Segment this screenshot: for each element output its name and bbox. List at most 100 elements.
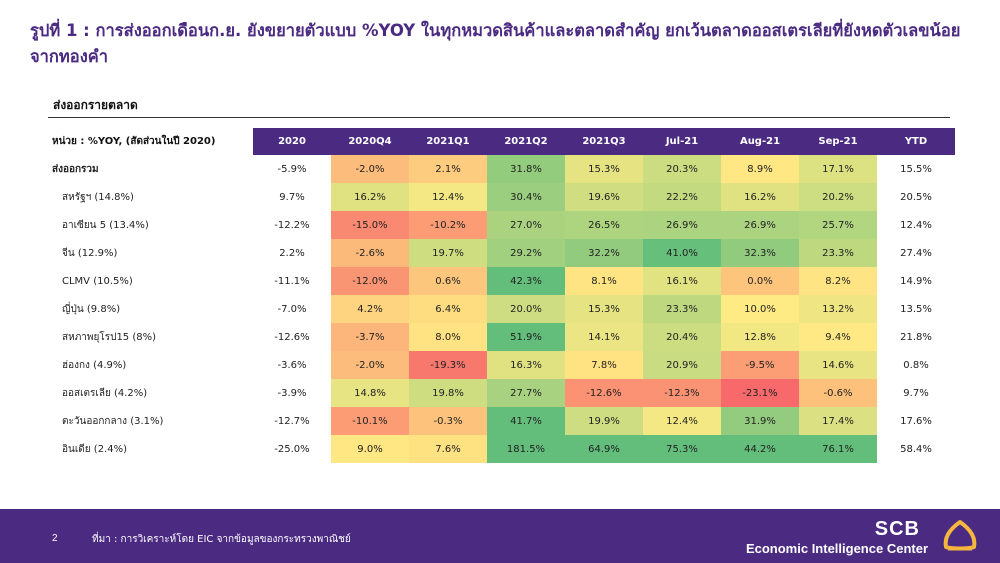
table-cell: -10.2% xyxy=(409,211,487,239)
table-row: อินเดีย (2.4%) -25.0% 9.0% 7.6% 181.5% 64.9% 7… xyxy=(48,435,955,463)
table-cell: 0.0% xyxy=(721,267,799,295)
row-label: CLMV (10.5%) xyxy=(62,275,133,287)
table-row: CLMV (10.5%) -11.1% -12.0% 0.6% 42.3% 8.1% 16.… xyxy=(48,267,955,295)
table-cell: 20.0% xyxy=(487,295,565,323)
table-cell: 27.7% xyxy=(487,379,565,407)
table-row: ญี่ปุ่น (9.8%) -7.0% 4.2% 6.4% 20.0% 15.3% 23.… xyxy=(48,295,955,323)
table-cell: -0.3% xyxy=(409,407,487,435)
table-cell: 19.9% xyxy=(565,407,643,435)
table-cell: 19.7% xyxy=(409,239,487,267)
table-cell: 25.7% xyxy=(799,211,877,239)
table-cell: 12.4% xyxy=(409,183,487,211)
table-cell: 42.3% xyxy=(487,267,565,295)
column-header: Jul-21 xyxy=(643,128,721,155)
table-cell: 12.4% xyxy=(643,407,721,435)
table-cell: 26.9% xyxy=(643,211,721,239)
table-cell: 7.8% xyxy=(565,351,643,379)
column-header: 2021Q2 xyxy=(487,128,565,155)
unit-label: หน่วย : %YOY, (สัดส่วนในปี 2020) xyxy=(48,128,253,155)
table-cell: 22.2% xyxy=(643,183,721,211)
section-title: ส่งออกรายตลาด xyxy=(53,98,138,112)
table-cell: 15.3% xyxy=(565,155,643,183)
row-label: สหรัฐฯ (14.8%) xyxy=(62,191,134,203)
table-cell: 44.2% xyxy=(721,435,799,463)
table-cell: 32.3% xyxy=(721,239,799,267)
table-cell: -0.6% xyxy=(799,379,877,407)
row-label: ตะวันออกกลาง (3.1%) xyxy=(62,415,164,427)
row-label: ส่งออกรวม xyxy=(52,163,99,175)
row-label: สหภาพยุโรป15 (8%) xyxy=(62,331,157,343)
table-row: ออสเตรเลีย (4.2%) -3.9% 14.8% 19.8% 27.7% -12… xyxy=(48,379,955,407)
row-label: อาเซียน 5 (13.4%) xyxy=(62,219,149,231)
table-cell: 15.5% xyxy=(877,155,955,183)
table-cell: 12.8% xyxy=(721,323,799,351)
table-cell: -12.7% xyxy=(253,407,331,435)
table-cell: 14.8% xyxy=(331,379,409,407)
table-cell: -2.0% xyxy=(331,351,409,379)
scb-lotus-logo-icon xyxy=(943,520,977,551)
table-cell: 58.4% xyxy=(877,435,955,463)
slide-title: รูปที่ 1 : การส่งออกเดือนก.ย. ยังขยายตัว… xyxy=(30,21,961,66)
table-cell: 17.6% xyxy=(877,407,955,435)
column-header: YTD xyxy=(877,128,955,155)
table-cell: 26.9% xyxy=(721,211,799,239)
column-header: 2020Q4 xyxy=(331,128,409,155)
table-row: จีน (12.9%) 2.2% -2.6% 19.7% 29.2% 32.2% 41.0%… xyxy=(48,239,955,267)
table-header-row: หน่วย : %YOY, (สัดส่วนในปี 2020) 2020 20… xyxy=(48,128,955,155)
table-cell: 17.4% xyxy=(799,407,877,435)
row-label: ญี่ปุ่น (9.8%) xyxy=(62,303,121,315)
table-cell: 9.7% xyxy=(253,183,331,211)
table-cell: 23.3% xyxy=(799,239,877,267)
table-cell: -5.9% xyxy=(253,155,331,183)
table-cell: -3.9% xyxy=(253,379,331,407)
table-cell: 8.1% xyxy=(565,267,643,295)
table-cell: -2.6% xyxy=(331,239,409,267)
table-cell: 31.8% xyxy=(487,155,565,183)
table-cell: 15.3% xyxy=(565,295,643,323)
table-row: ฮ่องกง (4.9%) -3.6% -2.0% -19.3% 16.3% 7.8% 20… xyxy=(48,351,955,379)
table-cell: 12.4% xyxy=(877,211,955,239)
table-cell: 181.5% xyxy=(487,435,565,463)
column-header: Aug-21 xyxy=(721,128,799,155)
table-cell: 20.3% xyxy=(643,155,721,183)
table-cell: -12.6% xyxy=(565,379,643,407)
table-row: สหรัฐฯ (14.8%) 9.7% 16.2% 12.4% 30.4% 19.6% 22… xyxy=(48,183,955,211)
table-row: สหภาพยุโรป15 (8%) -12.6% -3.7% 8.0% 51.9% 14.… xyxy=(48,323,955,351)
row-label: ออสเตรเลีย (4.2%) xyxy=(62,387,148,399)
table-cell: -19.3% xyxy=(409,351,487,379)
table-cell: 26.5% xyxy=(565,211,643,239)
table-cell: 14.1% xyxy=(565,323,643,351)
table-cell: 20.9% xyxy=(643,351,721,379)
table-cell: 30.4% xyxy=(487,183,565,211)
table-cell: 2.2% xyxy=(253,239,331,267)
table-cell: 13.2% xyxy=(799,295,877,323)
table-cell: 9.4% xyxy=(799,323,877,351)
table-cell: 16.2% xyxy=(331,183,409,211)
table-cell: 14.9% xyxy=(877,267,955,295)
table-cell: 20.4% xyxy=(643,323,721,351)
row-label: ฮ่องกง (4.9%) xyxy=(62,359,127,371)
column-header: 2021Q3 xyxy=(565,128,643,155)
table-cell: 14.6% xyxy=(799,351,877,379)
table-cell: 10.0% xyxy=(721,295,799,323)
table-cell: 51.9% xyxy=(487,323,565,351)
table-cell: 6.4% xyxy=(409,295,487,323)
table-cell: 41.7% xyxy=(487,407,565,435)
table-cell: 8.0% xyxy=(409,323,487,351)
table-cell: 27.4% xyxy=(877,239,955,267)
table-cell: 32.2% xyxy=(565,239,643,267)
table-cell: 0.6% xyxy=(409,267,487,295)
table-cell: 2.1% xyxy=(409,155,487,183)
table-cell: -2.0% xyxy=(331,155,409,183)
table-cell: 19.8% xyxy=(409,379,487,407)
table-cell: 17.1% xyxy=(799,155,877,183)
table-cell: -12.3% xyxy=(643,379,721,407)
table-cell: -11.1% xyxy=(253,267,331,295)
section-divider xyxy=(48,117,950,118)
table-cell: -12.0% xyxy=(331,267,409,295)
table-cell: 0.8% xyxy=(877,351,955,379)
table-cell: 9.0% xyxy=(331,435,409,463)
table-cell: 31.9% xyxy=(721,407,799,435)
table-cell: 64.9% xyxy=(565,435,643,463)
table-cell: 8.9% xyxy=(721,155,799,183)
